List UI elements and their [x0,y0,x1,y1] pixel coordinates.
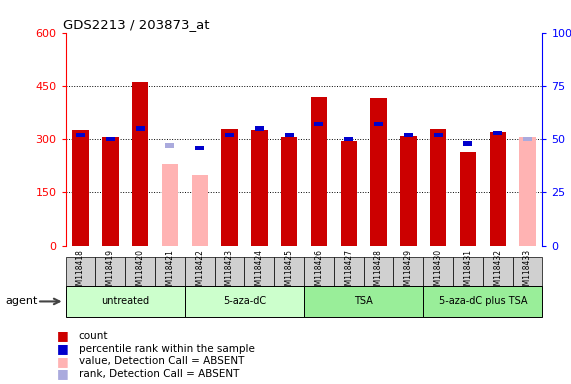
Bar [489,132,506,246]
Bar [460,152,476,246]
Bar [155,257,185,286]
Bar [423,286,542,317]
Bar [166,144,175,148]
Text: GSM118425: GSM118425 [285,249,293,295]
Bar [523,137,532,141]
Bar [66,257,95,286]
Text: GSM118418: GSM118418 [76,249,85,295]
Bar [95,257,125,286]
Bar [433,133,443,137]
Text: GSM118429: GSM118429 [404,249,413,295]
Bar [315,122,323,126]
Bar [191,175,208,246]
Bar [340,141,357,246]
Bar [371,98,387,246]
Bar [185,257,215,286]
Text: value, Detection Call = ABSENT: value, Detection Call = ABSENT [79,356,244,366]
Text: GSM118427: GSM118427 [344,249,353,295]
Bar [304,286,423,317]
Bar [344,137,353,141]
Text: percentile rank within the sample: percentile rank within the sample [79,344,255,354]
Bar [102,137,119,246]
Bar [520,137,536,246]
Text: GSM118428: GSM118428 [374,249,383,295]
Bar [393,257,423,286]
Bar [281,137,297,246]
Bar [251,130,268,246]
Bar [285,133,293,137]
Bar [162,164,178,246]
Bar [215,257,244,286]
Text: GSM118433: GSM118433 [523,248,532,295]
Bar [76,133,85,137]
Bar [430,129,447,246]
Text: ■: ■ [57,342,69,355]
Text: GSM118430: GSM118430 [433,248,443,295]
Bar [400,136,417,246]
Bar [255,126,264,131]
Text: 5-aza-dC plus TSA: 5-aza-dC plus TSA [439,296,527,306]
Text: GSM118432: GSM118432 [493,249,502,295]
Text: count: count [79,331,108,341]
Text: agent: agent [6,296,38,306]
Bar [132,83,148,246]
Bar [244,257,274,286]
Bar [136,126,144,131]
Text: GSM118424: GSM118424 [255,249,264,295]
Text: ■: ■ [57,355,69,368]
Bar [185,286,304,317]
Text: GSM118421: GSM118421 [166,249,175,295]
Bar [334,257,364,286]
Text: GSM118422: GSM118422 [195,249,204,295]
Text: GSM118420: GSM118420 [136,249,144,295]
Text: ■: ■ [57,329,69,343]
Text: GSM118423: GSM118423 [225,249,234,295]
Bar [453,257,483,286]
Bar [423,257,453,286]
Text: 5-aza-dC: 5-aza-dC [223,296,266,306]
Bar [364,257,393,286]
Text: rank, Detection Call = ABSENT: rank, Detection Call = ABSENT [79,369,239,379]
Bar [374,122,383,126]
Bar [493,131,502,135]
Bar [274,257,304,286]
Bar [106,137,115,141]
Bar [73,130,89,246]
Text: untreated: untreated [101,296,150,306]
Text: ■: ■ [57,367,69,381]
Text: GSM118426: GSM118426 [315,249,323,295]
Bar [483,257,513,286]
Bar [404,133,413,137]
Text: TSA: TSA [354,296,373,306]
Bar [66,286,185,317]
Text: GSM118431: GSM118431 [464,249,472,295]
Bar [464,141,472,146]
Text: GDS2213 / 203873_at: GDS2213 / 203873_at [63,18,210,31]
Bar [225,133,234,137]
Bar [125,257,155,286]
Bar [311,97,327,246]
Bar [222,129,238,246]
Text: GSM118419: GSM118419 [106,249,115,295]
Bar [304,257,334,286]
Bar [513,257,542,286]
Bar [195,146,204,150]
